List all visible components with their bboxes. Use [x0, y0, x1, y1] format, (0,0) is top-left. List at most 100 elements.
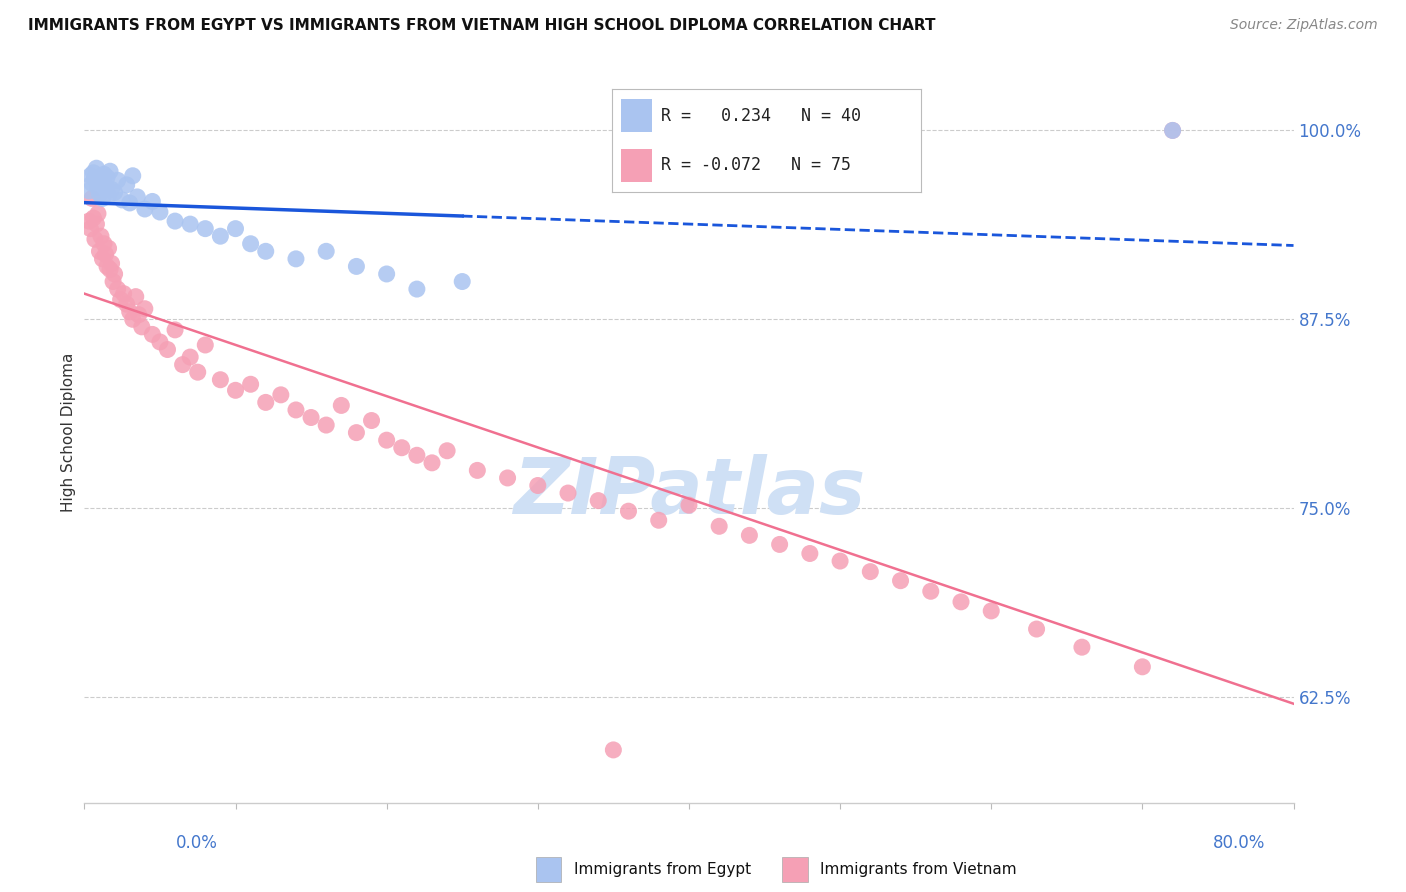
- Point: [172, 358, 194, 372]
- Point: [194, 338, 217, 352]
- Point: [165, 323, 187, 337]
- Text: R = -0.072   N = 75: R = -0.072 N = 75: [661, 156, 851, 174]
- Point: [678, 498, 700, 512]
- Point: [98, 262, 121, 277]
- Point: [111, 193, 134, 207]
- Text: R =   0.234   N = 40: R = 0.234 N = 40: [661, 107, 860, 125]
- Point: [950, 595, 973, 609]
- Point: [1025, 622, 1047, 636]
- Point: [602, 743, 624, 757]
- Point: [128, 308, 150, 322]
- Point: [254, 244, 277, 259]
- Point: [406, 282, 429, 296]
- Point: [97, 241, 120, 255]
- Point: [285, 403, 308, 417]
- Point: [225, 384, 247, 398]
- Point: [82, 211, 104, 225]
- Point: [90, 175, 112, 189]
- Point: [194, 221, 217, 235]
- Point: [420, 456, 443, 470]
- Point: [980, 604, 1002, 618]
- Point: [179, 217, 201, 231]
- Point: [141, 194, 163, 209]
- Point: [617, 504, 640, 518]
- Point: [100, 256, 122, 270]
- Point: [84, 232, 107, 246]
- Point: [496, 471, 519, 485]
- Point: [738, 528, 761, 542]
- Point: [1130, 660, 1153, 674]
- Point: [98, 164, 121, 178]
- Point: [121, 169, 143, 183]
- Point: [107, 173, 129, 187]
- Point: [156, 343, 179, 357]
- Point: [225, 221, 247, 235]
- Point: [330, 399, 353, 413]
- Point: [89, 186, 111, 201]
- Bar: [621, 149, 652, 181]
- Bar: [783, 857, 808, 882]
- Point: [110, 293, 132, 307]
- Point: [360, 413, 382, 427]
- Point: [1161, 123, 1184, 137]
- Text: ZIPatlas: ZIPatlas: [513, 454, 865, 530]
- Point: [239, 377, 262, 392]
- Point: [89, 244, 111, 259]
- Point: [299, 410, 322, 425]
- Point: [94, 179, 117, 194]
- Point: [239, 236, 262, 251]
- Point: [134, 202, 156, 216]
- Point: [97, 188, 120, 202]
- Point: [104, 267, 127, 281]
- Point: [87, 206, 110, 220]
- Point: [96, 260, 118, 274]
- Point: [270, 388, 292, 402]
- Point: [90, 229, 112, 244]
- Point: [285, 252, 308, 266]
- Point: [82, 166, 104, 180]
- Point: [436, 443, 458, 458]
- Point: [346, 260, 368, 274]
- Point: [93, 167, 115, 181]
- Point: [709, 519, 731, 533]
- Point: [121, 312, 143, 326]
- Text: 80.0%: 80.0%: [1213, 834, 1265, 852]
- Point: [467, 463, 489, 477]
- Point: [209, 229, 232, 244]
- Point: [118, 196, 141, 211]
- Point: [1071, 640, 1094, 655]
- Point: [115, 297, 138, 311]
- Point: [115, 178, 138, 192]
- Point: [77, 214, 100, 228]
- Text: Immigrants from Vietnam: Immigrants from Vietnam: [821, 863, 1017, 877]
- Point: [100, 182, 122, 196]
- Point: [890, 574, 912, 588]
- Point: [315, 418, 337, 433]
- Point: [93, 236, 115, 251]
- Point: [149, 334, 172, 349]
- Point: [406, 448, 429, 462]
- Point: [86, 217, 108, 231]
- Point: [141, 327, 163, 342]
- Point: [375, 267, 398, 281]
- Point: [588, 493, 610, 508]
- Point: [107, 282, 129, 296]
- Point: [79, 221, 101, 235]
- Point: [648, 513, 671, 527]
- Point: [557, 486, 579, 500]
- Point: [830, 554, 852, 568]
- Point: [254, 395, 277, 409]
- Point: [86, 161, 108, 176]
- Point: [209, 373, 232, 387]
- Point: [87, 181, 110, 195]
- Point: [96, 170, 118, 185]
- Point: [920, 584, 942, 599]
- Point: [1161, 123, 1184, 137]
- Bar: [621, 99, 652, 132]
- Point: [799, 547, 821, 561]
- Point: [77, 184, 100, 198]
- Point: [391, 441, 413, 455]
- Point: [149, 205, 172, 219]
- Text: 0.0%: 0.0%: [176, 834, 218, 852]
- Point: [101, 275, 124, 289]
